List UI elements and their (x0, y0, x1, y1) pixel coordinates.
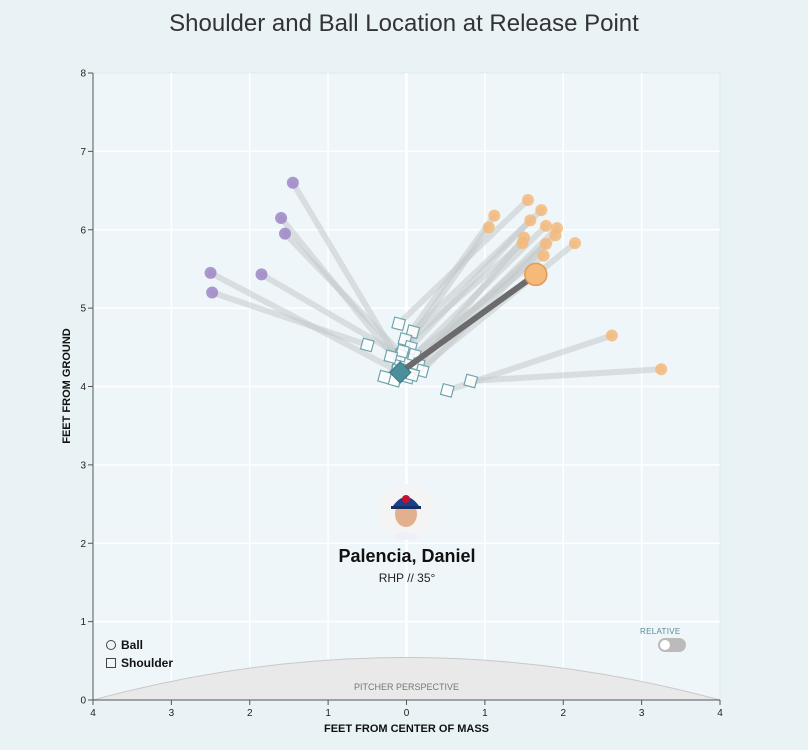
ball-marker (482, 221, 495, 234)
y-tick-label: 6 (80, 225, 86, 236)
ball-marker (605, 329, 618, 342)
ball-marker (569, 237, 582, 250)
ball-marker (540, 219, 553, 232)
y-tick-label: 4 (80, 382, 86, 393)
highlight-shoulder-marker (388, 361, 412, 384)
relative-toggle[interactable] (658, 638, 686, 652)
pitcher-perspective-mound (92, 657, 721, 701)
x-tick-label: 4 (717, 708, 723, 719)
y-tick-label: 7 (80, 147, 86, 158)
y-tick-label: 8 (80, 69, 86, 80)
release-line (209, 289, 371, 348)
shoulder-marker (383, 349, 399, 365)
player-avatar (378, 484, 434, 540)
release-line (467, 366, 665, 385)
x-tick-label: 3 (169, 708, 175, 719)
legend-item-ball: Ball (106, 638, 143, 652)
shoulder-markers (359, 316, 479, 398)
release-line (409, 240, 579, 378)
x-axis-title: FEET FROM CENTER OF MASS (324, 723, 489, 735)
ball-marker (540, 237, 553, 250)
ball-marker (521, 193, 534, 206)
x-tick-label: 1 (482, 708, 488, 719)
ball-marker (537, 249, 550, 262)
relative-toggle-knob (660, 640, 670, 650)
shoulder-marker (463, 373, 479, 389)
y-tick-label: 5 (80, 304, 86, 315)
x-tick-label: 1 (325, 708, 331, 719)
chart-title: Shoulder and Ball Location at Release Po… (169, 10, 639, 37)
player-name: Palencia, Daniel (338, 546, 476, 566)
ball-marker (275, 211, 288, 224)
relative-label: RELATIVE (640, 627, 681, 636)
shoulder-marker (377, 369, 393, 385)
release-line (258, 271, 404, 359)
y-tick-label: 1 (80, 617, 86, 628)
y-tick-label: 0 (80, 696, 86, 707)
x-tick-label: 0 (404, 708, 410, 719)
x-tick-label: 2 (560, 708, 566, 719)
ball-marker (655, 363, 668, 376)
ball-legend-icon (106, 640, 116, 650)
ball-marker (206, 286, 219, 299)
ball-marker (279, 227, 292, 240)
shoulder-marker (391, 316, 407, 332)
player-info: RHP // 35° (378, 571, 436, 585)
ball-marker (488, 209, 501, 222)
ball-marker (204, 266, 217, 279)
ball-marker (255, 268, 268, 281)
highlight-release-line (397, 271, 539, 376)
grid (93, 73, 720, 700)
release-line (282, 230, 410, 363)
ball-markers (204, 176, 668, 376)
ball-marker (535, 204, 548, 217)
ball-marker (524, 214, 537, 227)
ball-marker (549, 229, 562, 242)
x-tick-label: 2 (247, 708, 253, 719)
shoulder-legend-icon (106, 658, 116, 668)
ball-marker (516, 237, 529, 250)
shoulder-marker (359, 337, 375, 353)
legend-label-ball: Ball (121, 638, 144, 652)
legend-item-shoulder: Shoulder (106, 656, 173, 670)
y-tick-label: 3 (80, 460, 86, 471)
x-tick-label: 4 (90, 708, 96, 719)
shoulder-marker (439, 382, 455, 398)
ball-marker (286, 176, 299, 189)
y-axis-title: FEET FROM GROUND (61, 328, 73, 444)
shoulder-marker (395, 343, 411, 359)
highlight-pitch (388, 262, 548, 384)
legend-label-shoulder: Shoulder (121, 656, 174, 670)
y-tick-label: 2 (80, 539, 86, 550)
pitcher-perspective-label: PITCHER PERSPECTIVE (354, 682, 459, 692)
highlight-ball-marker (524, 262, 548, 287)
x-tick-label: 3 (639, 708, 645, 719)
